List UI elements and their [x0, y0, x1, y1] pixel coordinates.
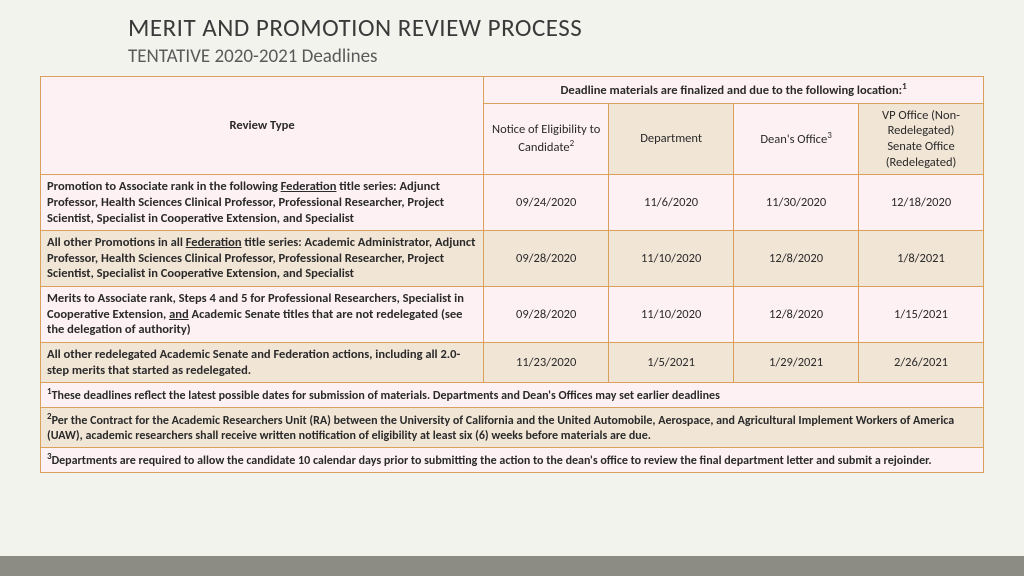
- deadlines-table: Review Type Deadline materials are final…: [40, 76, 984, 473]
- date-cell: 12/8/2020: [734, 287, 859, 343]
- slide-subtitle: TENTATIVE 2020-2021 Deadlines: [40, 45, 984, 68]
- footnote-row: 1These deadlines reflect the latest poss…: [41, 383, 984, 408]
- date-cell: 1/8/2021: [859, 231, 984, 287]
- col-header-top: Deadline materials are finalized and due…: [484, 77, 984, 104]
- review-type-cell: Promotion to Associate rank in the follo…: [41, 175, 484, 231]
- date-cell: 1/15/2021: [859, 287, 984, 343]
- date-cell: 09/28/2020: [484, 231, 609, 287]
- table-header-row-1: Review Type Deadline materials are final…: [41, 77, 984, 104]
- date-cell: 11/23/2020: [484, 342, 609, 382]
- date-cell: 2/26/2021: [859, 342, 984, 382]
- footnote-1: 1These deadlines reflect the latest poss…: [41, 383, 984, 408]
- table-row: Promotion to Associate rank in the follo…: [41, 175, 984, 231]
- footnote-row: 2Per the Contract for the Academic Resea…: [41, 408, 984, 448]
- table-row: All other Promotions in all Federation t…: [41, 231, 984, 287]
- date-cell: 11/6/2020: [609, 175, 734, 231]
- col-vp: VP Office (Non-Redelegated)Senate Office…: [859, 103, 984, 175]
- date-cell: 11/10/2020: [609, 287, 734, 343]
- date-cell: 12/8/2020: [734, 231, 859, 287]
- col-dean: Dean's Office3: [734, 103, 859, 175]
- date-cell: 09/28/2020: [484, 287, 609, 343]
- col-notice: Notice of Eligibility to Candidate2: [484, 103, 609, 175]
- table-row: Merits to Associate rank, Steps 4 and 5 …: [41, 287, 984, 343]
- date-cell: 1/5/2021: [609, 342, 734, 382]
- col-review-type: Review Type: [41, 77, 484, 175]
- review-type-cell: All other redelegated Academic Senate an…: [41, 342, 484, 382]
- date-cell: 11/10/2020: [609, 231, 734, 287]
- footnote-row: 3Departments are required to allow the c…: [41, 448, 984, 473]
- table-row: All other redelegated Academic Senate an…: [41, 342, 984, 382]
- footer-bar: [0, 556, 1024, 576]
- slide-title: MERIT AND PROMOTION REVIEW PROCESS: [40, 12, 984, 43]
- slide: MERIT AND PROMOTION REVIEW PROCESS TENTA…: [0, 0, 1024, 473]
- footnote-2: 2Per the Contract for the Academic Resea…: [41, 408, 984, 448]
- date-cell: 1/29/2021: [734, 342, 859, 382]
- date-cell: 11/30/2020: [734, 175, 859, 231]
- col-department: Department: [609, 103, 734, 175]
- review-type-cell: All other Promotions in all Federation t…: [41, 231, 484, 287]
- review-type-cell: Merits to Associate rank, Steps 4 and 5 …: [41, 287, 484, 343]
- footnote-3: 3Departments are required to allow the c…: [41, 448, 984, 473]
- date-cell: 12/18/2020: [859, 175, 984, 231]
- date-cell: 09/24/2020: [484, 175, 609, 231]
